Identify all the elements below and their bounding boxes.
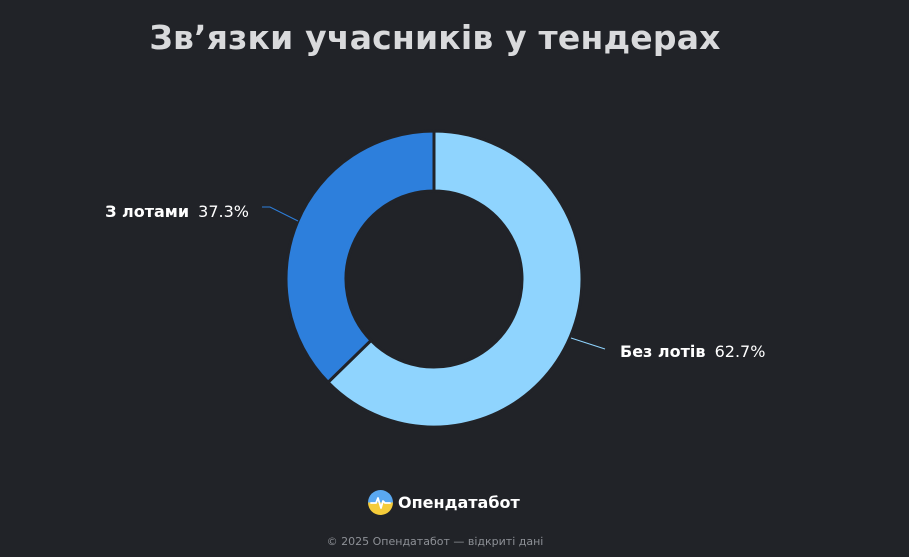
brand-block: Опендатабот [368,488,520,516]
slice-label-percent: 62.7% [715,342,766,361]
slice-label-name: З лотами [105,202,189,221]
donut-slices [284,129,584,429]
slice-label-leader-z-lotamy [262,206,299,222]
donut-slice-bez-lotiv[interactable] [326,129,584,429]
slice-label-name: Без лотів [620,342,706,361]
slice-label-leader-bez-lotiv [570,337,606,350]
footer-copyright: © 2025 Опендатабот — відкриті дані [326,535,544,548]
slice-label-bez-lotiv: Без лотів 62.7% [620,342,765,361]
brand-name: Опендатабот [398,492,520,512]
donut-slice-z-lotamy[interactable] [284,129,436,384]
chart-title: Зв’язки учасників у тендерах [149,18,721,57]
opendatabot-logo-icon [368,489,393,515]
slice-label-z-lotamy: З лотами 37.3% [105,202,249,221]
slice-label-percent: 37.3% [198,202,249,221]
